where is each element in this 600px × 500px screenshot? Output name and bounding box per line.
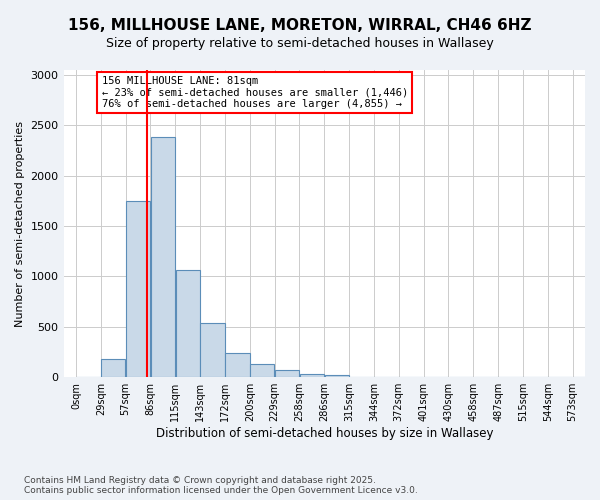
Text: 156 MILLHOUSE LANE: 81sqm
← 23% of semi-detached houses are smaller (1,446)
76% : 156 MILLHOUSE LANE: 81sqm ← 23% of semi-… <box>101 76 408 110</box>
Bar <box>299 374 324 377</box>
Bar <box>176 270 200 377</box>
Bar <box>275 370 299 377</box>
Text: 156, MILLHOUSE LANE, MORETON, WIRRAL, CH46 6HZ: 156, MILLHOUSE LANE, MORETON, WIRRAL, CH… <box>68 18 532 32</box>
Bar <box>151 138 175 377</box>
Bar <box>325 374 349 377</box>
Y-axis label: Number of semi-detached properties: Number of semi-detached properties <box>15 120 25 326</box>
Text: Contains HM Land Registry data © Crown copyright and database right 2025.
Contai: Contains HM Land Registry data © Crown c… <box>24 476 418 495</box>
Bar <box>200 323 224 377</box>
Text: Size of property relative to semi-detached houses in Wallasey: Size of property relative to semi-detach… <box>106 38 494 51</box>
Bar <box>250 364 274 377</box>
Bar <box>225 353 250 377</box>
Bar <box>349 376 374 377</box>
Bar <box>126 201 150 377</box>
Bar <box>101 359 125 377</box>
X-axis label: Distribution of semi-detached houses by size in Wallasey: Distribution of semi-detached houses by … <box>155 427 493 440</box>
